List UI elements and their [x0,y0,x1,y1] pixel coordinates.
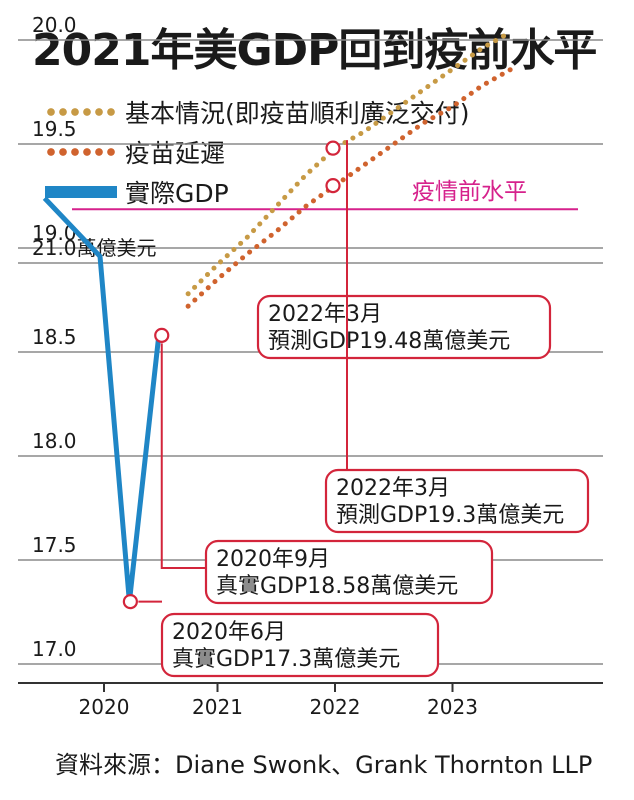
legend-item-actual-gdp: 實際GDP [45,172,470,212]
x-tick-label-1: 2021 [192,695,243,719]
annotation-box-1 [324,468,590,534]
data-point-marker-1 [325,178,341,194]
annotation-box-2 [204,539,494,605]
legend-swatch-base-case [45,107,117,117]
legend-swatch-vaccine-delay [45,147,117,157]
x-tick-label-3: 2023 [427,695,478,719]
annotation-connector-2 [160,343,206,569]
legend: 基本情況(即疫苗順利廣泛交付) 疫苗延遲 實際GDP [45,92,470,212]
annotation-text-0-1: 預測GDP19.48萬億美元 [268,329,510,354]
y-tick-label-1: 17.5 [32,533,77,557]
chart-title: 2021年美GDP回到疫前水平 [32,25,597,76]
legend-item-base-case: 基本情況(即疫苗順利廣泛交付) [45,92,470,132]
annotation-text-1-1: 預測GDP19.3萬億美元 [336,503,564,528]
source-note: 資料來源：Diane Swonk、Grank Thornton LLP [55,751,593,779]
reference-line-label: 疫情前水平 [412,179,527,205]
annotation-text-2-1: 真實GDP18.58萬億美元 [216,574,458,599]
series-line-1 [185,66,514,309]
annotation-box-3 [160,612,440,678]
series-line-0 [185,29,514,297]
x-tick-label-2: 2022 [310,695,361,719]
annotation-text-0-0: 2022年3月 [268,302,382,327]
y-tick-label-6: 20.0 [32,13,77,37]
data-point-marker-0 [325,140,341,156]
annotation-text-3-1: 真實GDP17.3萬億美元 [172,647,400,672]
data-point-marker-2 [154,327,170,343]
y-tick-label-5: 19.5 [32,117,77,141]
y-tick-label-2: 18.0 [32,429,77,453]
annotation-text-1-0: 2022年3月 [336,476,450,501]
legend-label-base-case: 基本情況(即疫苗順利廣泛交付) [125,99,470,128]
series-line-2 [42,196,162,605]
legend-swatch-actual-gdp [45,186,117,198]
x-tick-label-0: 2020 [79,695,130,719]
legend-label-actual-gdp: 實際GDP [125,179,229,208]
annotation-text-3-0: 2020年6月 [172,620,286,645]
annotation-text-2-0: 2020年9月 [216,547,330,572]
y-tick-label-3: 18.5 [32,325,77,349]
annotation-box-0 [256,294,552,360]
data-point-marker-3 [122,593,138,610]
y-tick-label-0: 17.0 [32,637,77,661]
